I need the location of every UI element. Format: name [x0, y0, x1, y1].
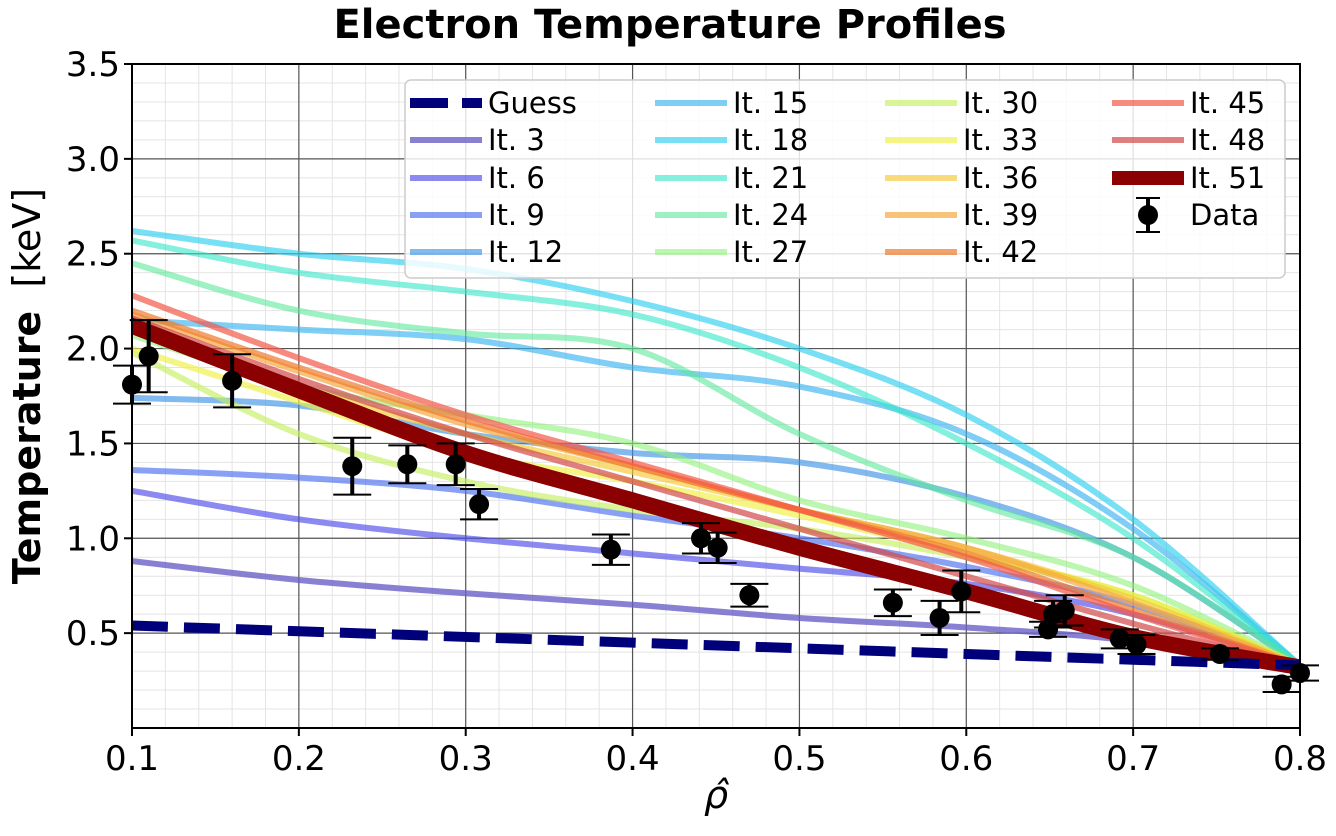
- legend-label-it-33: It. 33: [963, 123, 1038, 157]
- data-point: [469, 494, 490, 515]
- y-tick-label: 3.0: [66, 140, 120, 180]
- data-points-layer: [113, 319, 1319, 695]
- legend-label-it-18: It. 18: [733, 123, 808, 157]
- x-tick-label: 0.5: [772, 739, 826, 779]
- legend-box: [404, 79, 1286, 279]
- data-point: [600, 539, 621, 560]
- x-tick-label: 0.8: [1273, 739, 1327, 779]
- data-point: [1126, 634, 1147, 655]
- legend-label-it-21: It. 21: [733, 161, 808, 195]
- y-tick-label: 3.5: [66, 45, 120, 85]
- legend-label-it-12: It. 12: [488, 235, 563, 269]
- data-point: [1054, 600, 1075, 621]
- y-tick-label: 1.0: [66, 519, 120, 559]
- data-point: [222, 370, 243, 391]
- data-point: [739, 585, 760, 606]
- data-point: [1109, 628, 1130, 649]
- legend-label-it-6: It. 6: [488, 161, 545, 195]
- legend-label-it-24: It. 24: [733, 198, 808, 232]
- legend-label-it-9: It. 9: [488, 198, 545, 232]
- legend-label-it-27: It. 27: [733, 235, 808, 269]
- y-tick-label: 2.5: [66, 235, 120, 275]
- data-point: [445, 454, 466, 475]
- series-layer: [132, 227, 1300, 676]
- legend-label-it-3: It. 3: [488, 123, 545, 157]
- legend-label-data: Data: [1190, 198, 1259, 232]
- y-axis-label-unit: [keV]: [5, 188, 49, 288]
- legend-label-it-15: It. 15: [733, 86, 808, 120]
- series-line-guess: [132, 620, 1300, 671]
- x-tick-label: 0.6: [939, 739, 993, 779]
- chart-title: Electron Temperature Profiles: [333, 2, 1006, 48]
- data-point: [138, 346, 159, 367]
- series-line-it-45: [132, 292, 1300, 669]
- data-point: [1209, 644, 1230, 665]
- data-point: [1271, 674, 1292, 695]
- legend-label-it-39: It. 39: [963, 198, 1038, 232]
- legend-label-it-45: It. 45: [1190, 86, 1265, 120]
- data-point: [707, 537, 728, 558]
- y-tick-label: 2.0: [66, 330, 120, 370]
- data-point: [929, 607, 950, 628]
- data-point: [397, 454, 418, 475]
- legend-label-it-48: It. 48: [1190, 123, 1265, 157]
- y-tick-label: 0.5: [66, 614, 120, 654]
- series-line-it-21: [132, 237, 1300, 669]
- y-axis-label: Temperature [keV]: [5, 188, 49, 584]
- data-point: [882, 592, 903, 613]
- series-line-it-48: [132, 315, 1300, 671]
- y-axis-ticks: 0.5 1.0 1.5 2.0 2.5 3.0 3.5: [66, 45, 132, 654]
- data-point: [951, 581, 972, 602]
- series-line-it-33: [132, 345, 1300, 669]
- legend-label-it-51: It. 51: [1190, 161, 1265, 195]
- series-line-it-15: [132, 317, 1300, 669]
- x-tick-label: 0.7: [1106, 739, 1160, 779]
- legend-label-it-30: It. 30: [963, 86, 1038, 120]
- legend-swatch-data: [1138, 205, 1158, 225]
- data-point: [342, 456, 363, 477]
- series-line-it-18: [132, 227, 1300, 669]
- x-tick-label: 0.3: [439, 739, 493, 779]
- x-tick-label: 0.4: [606, 739, 660, 779]
- legend-label-guess: Guess: [488, 86, 577, 120]
- legend-label-it-42: It. 42: [963, 235, 1038, 269]
- y-axis-label-main: Temperature: [5, 311, 49, 584]
- x-axis-label: ρ̂: [704, 773, 730, 817]
- y-tick-label: 1.5: [66, 424, 120, 464]
- x-axis-ticks: 0.1 0.2 0.3 0.4 0.5 0.6 0.7 0.8: [105, 728, 1327, 779]
- legend-label-it-36: It. 36: [963, 161, 1038, 195]
- x-tick-label: 0.1: [105, 739, 159, 779]
- x-tick-label: 0.2: [272, 739, 326, 779]
- series-line-it-24: [132, 260, 1300, 669]
- plot-frame: [131, 63, 1301, 729]
